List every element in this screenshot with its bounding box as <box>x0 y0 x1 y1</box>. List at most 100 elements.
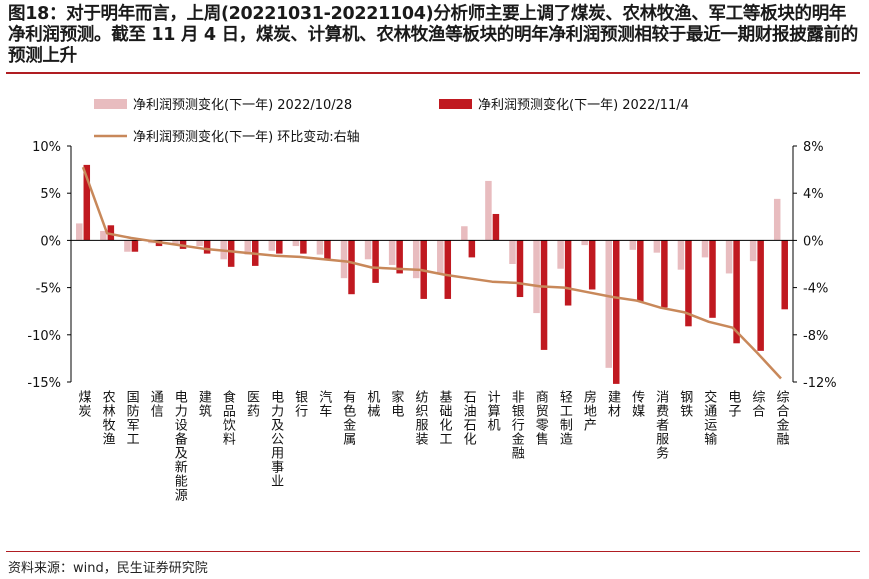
legend-swatch-2 <box>439 99 472 109</box>
bar-2022-10-28 <box>581 240 588 246</box>
legend-label-1: 净利润预测变化(下一年) 2022/10/28 <box>133 97 352 113</box>
bar-2022-10-28 <box>244 240 251 255</box>
category-label: 电子 <box>725 390 741 418</box>
bar-2022-11-04 <box>781 240 788 310</box>
bar-2022-11-04 <box>276 240 283 254</box>
right-tick-label: 8% <box>803 140 824 155</box>
bar-2022-10-28 <box>461 226 468 241</box>
bar-2022-11-04 <box>203 240 211 254</box>
category-label: 商贸零售 <box>533 390 549 446</box>
bar-2022-11-04 <box>468 240 476 258</box>
bar-2022-10-28 <box>485 180 492 241</box>
bar-2022-11-04 <box>324 240 331 260</box>
bar-2022-11-04 <box>396 240 403 274</box>
bar-2022-11-04 <box>661 240 668 308</box>
category-label: 通信 <box>148 390 164 418</box>
bar-2022-11-04 <box>516 240 524 298</box>
right-tick-label: -12% <box>803 376 837 391</box>
category-label: 建材 <box>605 390 621 418</box>
category-label: 基础化工 <box>437 390 453 446</box>
page-title: 图18：对于明年而言，上周(20221031-20221104)分析师主要上调了… <box>8 4 858 66</box>
left-tick-label: -5% <box>36 282 61 297</box>
plot-area: 10% 5% 0% -5% -10% -15% 8% 4% 0% -4% -8% -12% 煤炭 农林牧渔… <box>27 140 836 502</box>
bar-2022-11-04 <box>348 240 355 295</box>
bar-2022-10-28 <box>316 240 324 255</box>
footer-rule <box>6 551 860 552</box>
left-tick-label: -10% <box>27 329 61 344</box>
line-series-change <box>81 166 782 380</box>
bar-2022-10-28 <box>76 223 83 241</box>
bar-2022-11-04 <box>733 240 740 344</box>
bar-2022-10-28 <box>196 240 203 247</box>
bar-2022-10-28 <box>749 240 757 262</box>
bar-2022-10-28 <box>533 240 540 314</box>
source-note: 资料来源：wind，民生证券研究院 <box>8 561 208 576</box>
bar-2022-11-04 <box>300 240 307 254</box>
category-label: 建筑 <box>196 390 212 418</box>
right-tick-label: -8% <box>803 329 828 344</box>
bar-2022-11-04 <box>588 240 596 290</box>
bar-2022-10-28 <box>172 240 179 246</box>
left-tick-label: 0% <box>40 234 61 249</box>
bar-2022-11-04 <box>227 240 235 267</box>
left-tick-label: 10% <box>32 140 61 155</box>
category-label: 电力设备及新能源 <box>172 390 188 502</box>
bar-2022-10-28 <box>653 240 661 253</box>
category-label: 非银行金融 <box>509 390 525 460</box>
bar-2022-11-04 <box>564 240 572 306</box>
category-label: 轻工制造 <box>557 390 573 446</box>
bar-2022-10-28 <box>701 240 709 258</box>
right-tick-label: -4% <box>803 282 828 297</box>
bar-2022-11-04 <box>131 240 139 252</box>
bar-2022-10-28 <box>437 240 444 274</box>
bar-2022-11-04 <box>83 164 91 241</box>
bar-2022-10-28 <box>340 240 348 279</box>
category-label: 消费者服务 <box>653 390 669 460</box>
bar-2022-11-04 <box>492 213 500 241</box>
legend-label-2: 净利润预测变化(下一年) 2022/11/4 <box>478 97 689 113</box>
bar-2022-10-28 <box>412 240 420 279</box>
left-tick-label: -15% <box>27 376 61 391</box>
bar-2022-11-04 <box>444 240 452 299</box>
category-label: 银行 <box>292 390 308 418</box>
category-label: 煤炭 <box>76 390 92 418</box>
bar-2022-10-28 <box>268 240 276 251</box>
bar-2022-10-28 <box>629 240 637 250</box>
bar-2022-10-28 <box>509 240 516 264</box>
legend-label-3: 净利润预测变化(下一年) 环比变动:右轴 <box>133 129 360 145</box>
legend-swatch-1 <box>94 99 127 109</box>
category-label: 综合 <box>749 390 765 418</box>
category-label: 综合金融 <box>773 390 789 446</box>
right-tick-label: 4% <box>803 187 824 202</box>
category-label: 国防军工 <box>124 390 140 446</box>
bar-2022-10-28 <box>292 240 300 247</box>
category-label: 农林牧渔 <box>100 390 116 446</box>
bar-2022-11-04 <box>757 240 764 351</box>
bar-2022-10-28 <box>124 240 131 252</box>
category-label: 房地产 <box>581 389 597 432</box>
title-rule <box>6 72 860 74</box>
bar-2022-10-28 <box>725 240 733 274</box>
bar-2022-10-28 <box>388 240 396 265</box>
bar-2022-10-28 <box>677 240 685 270</box>
bar-2022-10-28 <box>773 198 781 241</box>
category-label: 纺织服装 <box>412 390 428 446</box>
bar-2022-11-04 <box>613 240 620 384</box>
bar-2022-10-28 <box>100 230 107 241</box>
category-label: 家电 <box>388 389 404 418</box>
category-label: 石油石化 <box>461 390 477 446</box>
category-label: 医药 <box>244 390 260 418</box>
bar-2022-11-04 <box>540 240 548 350</box>
category-label: 机械 <box>364 390 380 418</box>
category-label: 汽车 <box>316 390 332 418</box>
category-label: 食品饮料 <box>220 389 236 446</box>
category-label: 计算机 <box>485 390 501 432</box>
bar-2022-10-28 <box>605 240 612 368</box>
category-label: 钢铁 <box>677 390 693 418</box>
category-label: 电力及公用事业 <box>268 390 284 488</box>
bar-2022-11-04 <box>685 240 692 327</box>
category-label: 传媒 <box>629 390 645 418</box>
bar-2022-10-28 <box>557 240 564 269</box>
right-tick-label: 0% <box>803 234 824 249</box>
